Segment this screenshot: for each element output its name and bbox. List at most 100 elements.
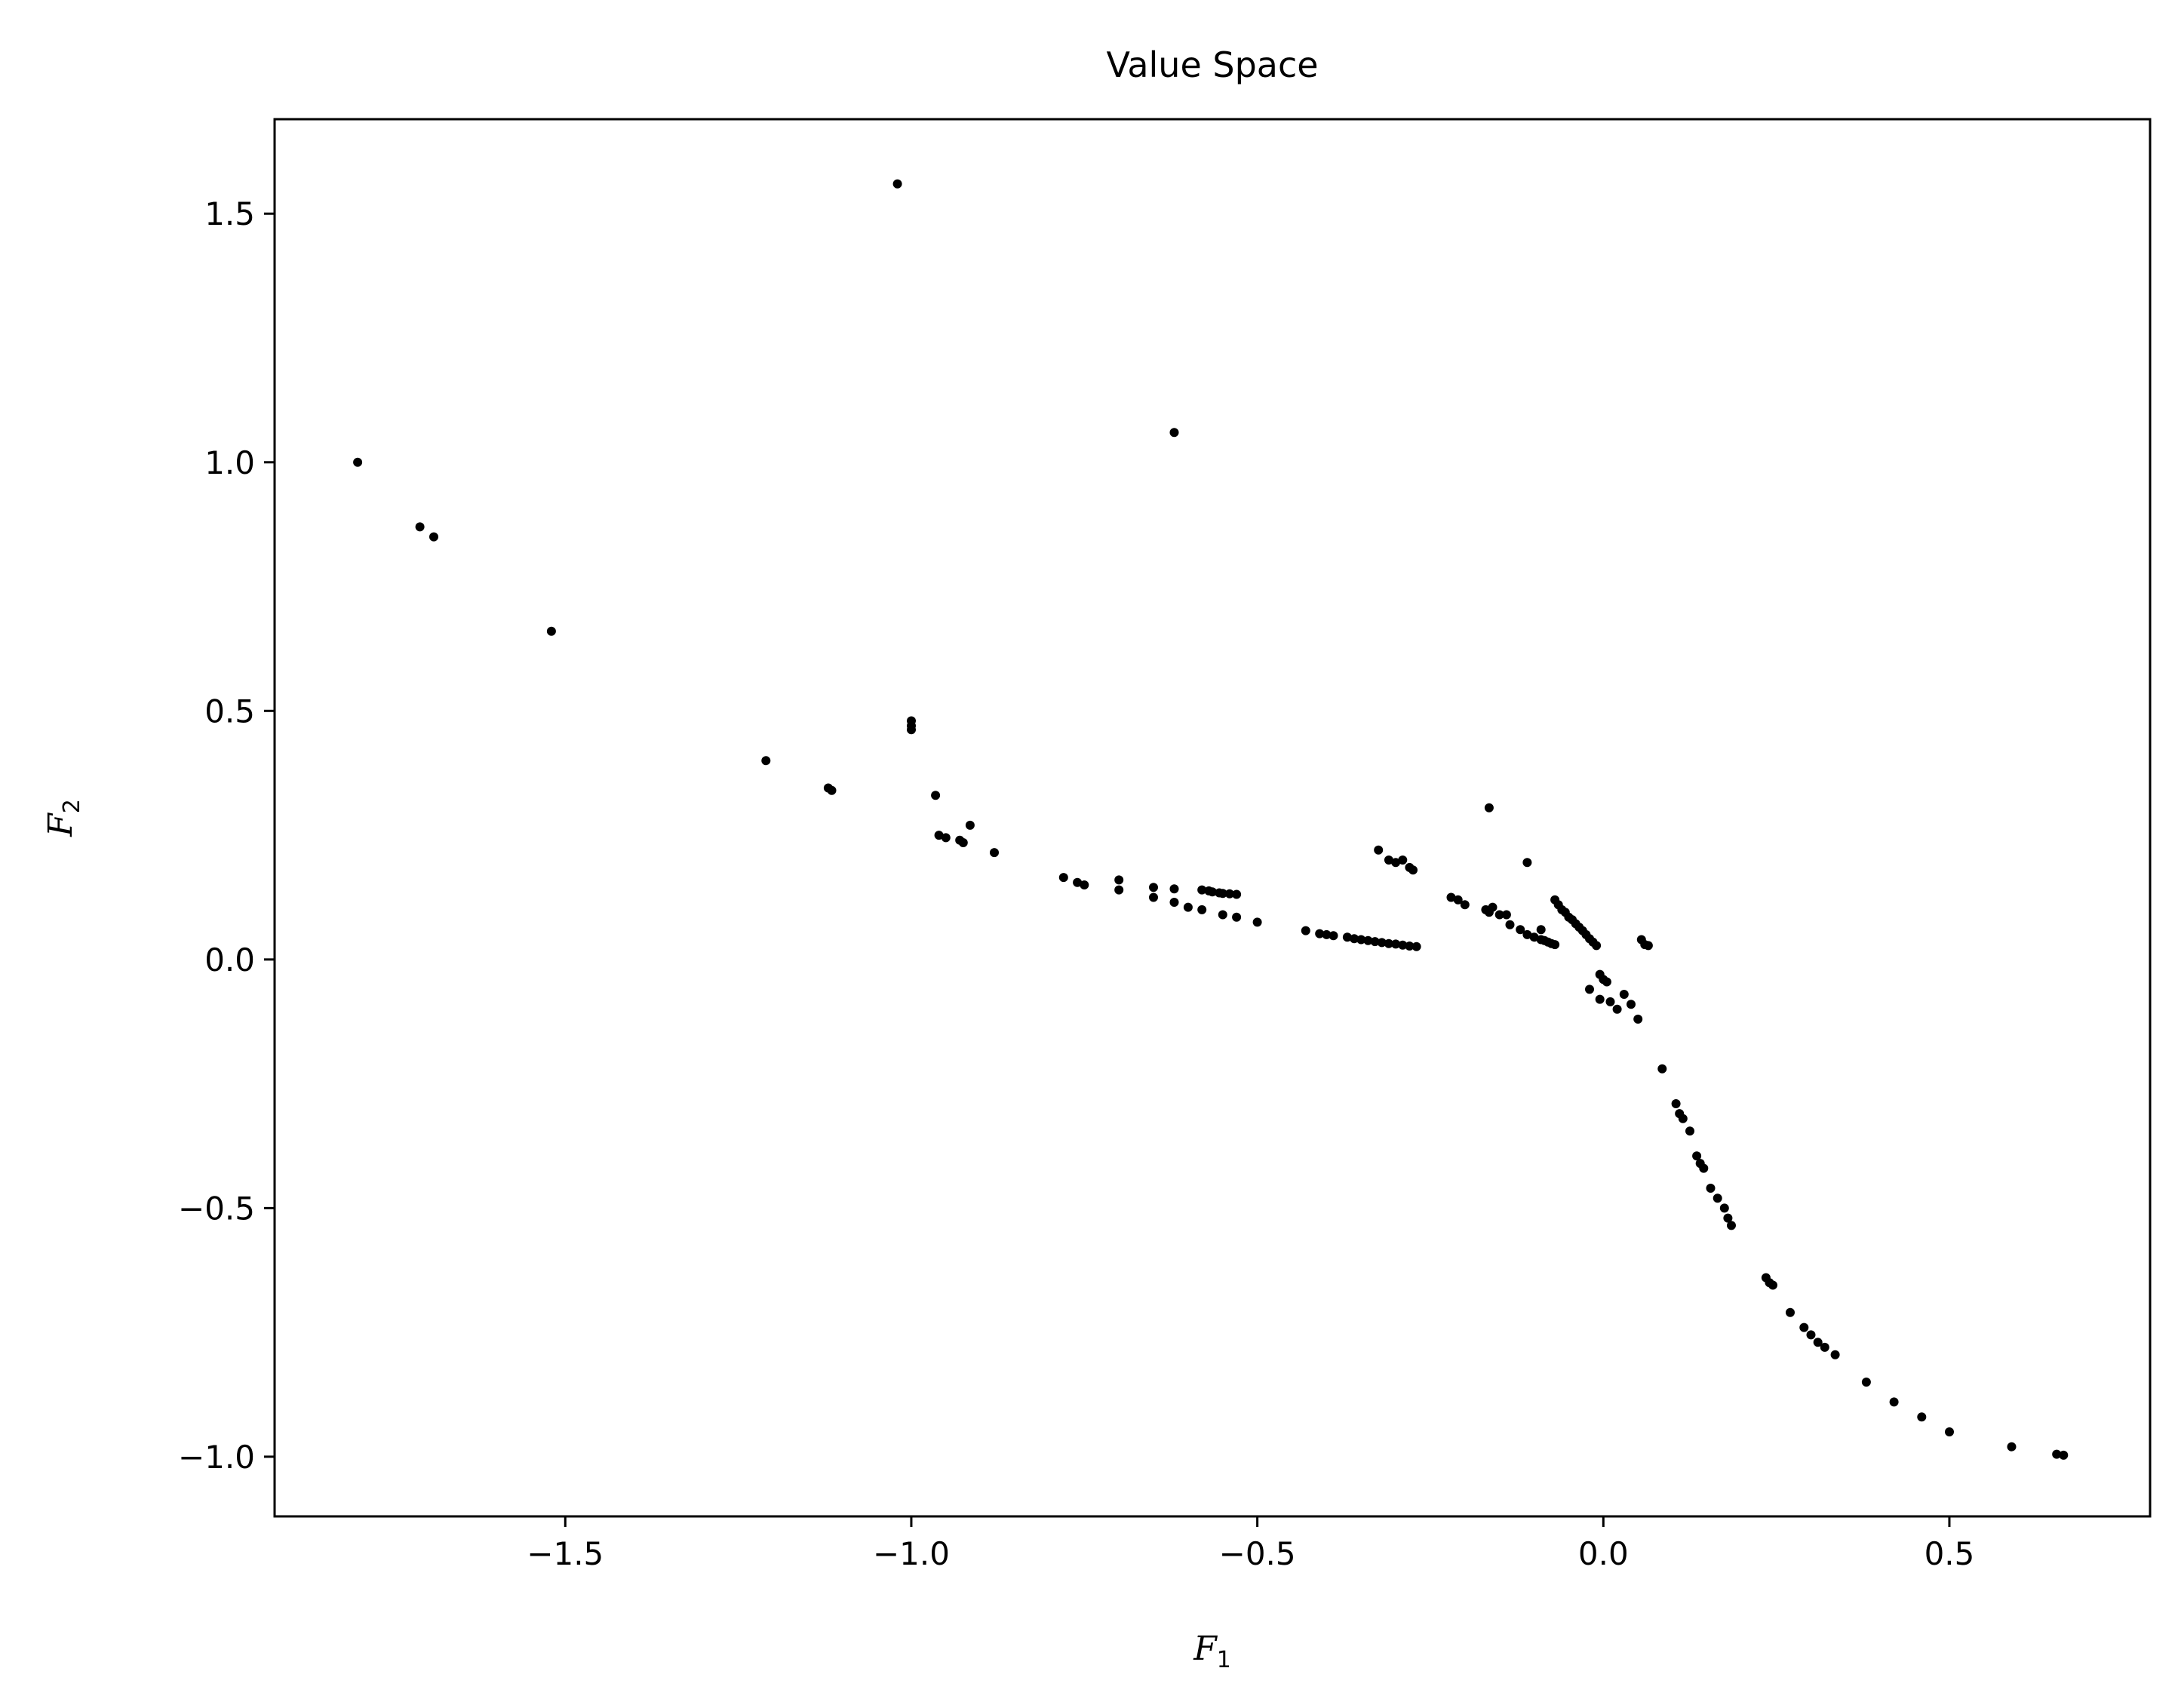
data-point (1398, 940, 1408, 950)
y-tick-label: −0.5 (178, 1190, 255, 1227)
data-point (1945, 1427, 1954, 1436)
data-point (1315, 929, 1325, 938)
data-point (1149, 892, 1158, 902)
data-point (1377, 938, 1387, 948)
data-point (1350, 934, 1359, 944)
data-point (1384, 938, 1393, 948)
data-point (1058, 873, 1068, 883)
data-point (1218, 889, 1227, 899)
data-point (1706, 1184, 1716, 1193)
data-point (1713, 1193, 1722, 1203)
data-point (1183, 902, 1193, 912)
data-point (1370, 937, 1380, 947)
data-point (1592, 941, 1602, 951)
data-point (1232, 889, 1242, 899)
data-point (1301, 926, 1310, 935)
data-point (990, 848, 999, 858)
data-point (1536, 925, 1546, 935)
data-point (1699, 1163, 1709, 1173)
data-point (931, 791, 941, 800)
data-point (1398, 856, 1408, 865)
data-point (1149, 883, 1158, 892)
x-tick-label: −1.0 (873, 1535, 950, 1572)
data-point (1169, 884, 1179, 894)
data-point (1208, 887, 1217, 897)
data-point (1356, 935, 1366, 945)
data-point (1768, 1280, 1777, 1290)
data-point (1619, 990, 1629, 999)
data-point (1917, 1412, 1927, 1422)
data-point (1678, 1114, 1688, 1123)
data-point (1786, 1307, 1795, 1317)
data-point (1505, 920, 1515, 929)
data-point (907, 725, 916, 735)
data-point (1633, 1014, 1643, 1024)
x-tick-label: −1.5 (527, 1535, 604, 1572)
data-point (1169, 898, 1179, 907)
data-point (1830, 1350, 1840, 1359)
data-point (1550, 940, 1560, 950)
data-point (1218, 910, 1227, 920)
data-point (1252, 917, 1262, 927)
data-point (1232, 912, 1242, 922)
data-point (1529, 932, 1539, 942)
data-point (1685, 1126, 1694, 1136)
data-point (1494, 910, 1504, 920)
data-point (2059, 1450, 2069, 1460)
data-point (1605, 997, 1615, 1006)
data-point (1484, 803, 1494, 813)
data-point (1322, 929, 1332, 939)
data-point (1073, 877, 1083, 887)
data-point (1723, 1213, 1733, 1223)
data-point (1169, 428, 1179, 438)
data-point (546, 626, 556, 636)
data-point (1080, 880, 1089, 889)
data-point (1719, 1203, 1729, 1213)
y-tick-label: 0.5 (204, 693, 255, 730)
data-point (1657, 1064, 1667, 1074)
x-axis-ticks: −1.5 −1.0 −0.5 0.0 0.5 (527, 1516, 1974, 1572)
data-point (1643, 941, 1653, 951)
data-point (1602, 977, 1611, 987)
data-point (1405, 942, 1415, 951)
data-point (1585, 985, 1594, 994)
chart-title: Value Space (1106, 45, 1318, 85)
data-point (1813, 1338, 1823, 1347)
data-point (761, 756, 771, 766)
data-points (353, 179, 2069, 1460)
data-point (1820, 1342, 1829, 1352)
data-point (1197, 885, 1207, 895)
data-point (1488, 902, 1498, 912)
x-tick-label: −0.5 (1219, 1535, 1296, 1572)
y-tick-label: 1.5 (204, 195, 255, 232)
data-point (1342, 932, 1352, 942)
data-point (1889, 1397, 1899, 1407)
data-point (1522, 929, 1532, 939)
data-point (1114, 885, 1124, 895)
data-point (1727, 1221, 1736, 1230)
data-point (353, 457, 363, 467)
data-point (1412, 942, 1421, 951)
data-point (827, 785, 837, 795)
data-point (1671, 1099, 1681, 1108)
x-tick-label: 0.0 (1578, 1535, 1629, 1572)
data-point (1374, 845, 1384, 855)
data-point (1114, 875, 1124, 885)
data-point (1806, 1330, 1816, 1340)
data-point (2007, 1442, 2017, 1451)
data-point (429, 532, 438, 542)
data-point (1627, 1000, 1636, 1009)
data-point (2052, 1449, 2062, 1459)
x-axis-label: F1 (1193, 1630, 1231, 1673)
data-point (1224, 889, 1234, 899)
y-tick-label: −1.0 (178, 1439, 255, 1476)
data-point (1391, 939, 1401, 949)
data-point (415, 522, 425, 532)
data-point (1384, 856, 1393, 865)
data-point (1612, 1004, 1622, 1014)
data-point (1446, 892, 1456, 902)
data-point (1516, 925, 1525, 935)
data-point (934, 831, 944, 840)
data-point (1501, 910, 1511, 920)
